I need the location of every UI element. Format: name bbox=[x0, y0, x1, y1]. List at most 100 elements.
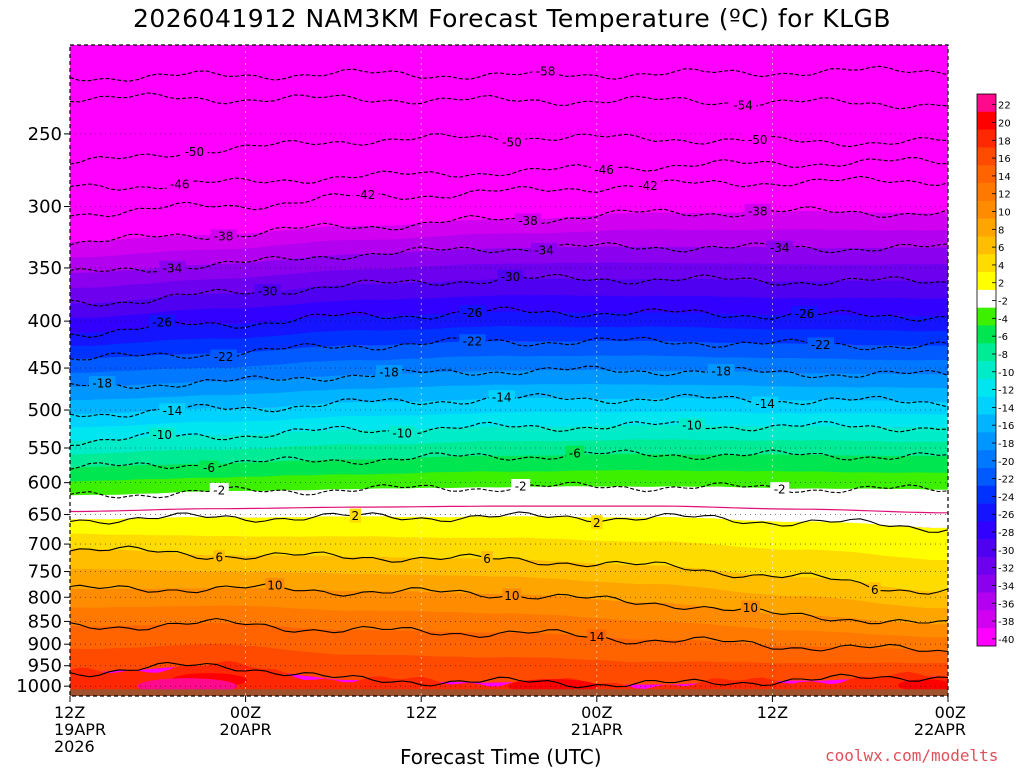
colorbar-cell bbox=[977, 111, 996, 130]
colorbar-tick-label: -18 bbox=[998, 439, 1014, 450]
contour-label-bg bbox=[459, 305, 486, 320]
colorbar-tick-label: -24 bbox=[998, 492, 1014, 503]
contour-label-bg bbox=[166, 176, 193, 191]
plot-frame bbox=[69, 44, 949, 697]
contour-label-bg bbox=[498, 134, 526, 149]
colorbar-cell bbox=[977, 432, 996, 451]
contour-label-bg bbox=[148, 427, 176, 442]
contour-label: -46 bbox=[594, 163, 614, 177]
y-tick-label: 650 bbox=[28, 505, 62, 526]
colorbar-tick-label: 8 bbox=[998, 225, 1004, 236]
contour-label-bg bbox=[209, 482, 229, 497]
contour-label-bg bbox=[210, 349, 237, 364]
x-tick-label: 12Z bbox=[54, 703, 85, 722]
x-tick-label: 12Z bbox=[757, 703, 788, 722]
colorbar-tick-label: 20 bbox=[998, 118, 1011, 129]
colorbar-tick-label: 16 bbox=[998, 154, 1011, 165]
colorbar-cell bbox=[977, 200, 996, 219]
contour-label: 2 bbox=[352, 509, 360, 523]
colorbar-cell bbox=[977, 592, 996, 611]
contour-label-bg bbox=[254, 284, 281, 299]
contour-label-bg bbox=[634, 178, 662, 193]
colorbar-cell bbox=[977, 610, 996, 629]
contour-label-bg bbox=[497, 269, 524, 284]
contour-line bbox=[70, 157, 948, 191]
contour-line bbox=[70, 661, 948, 689]
contour-label: -42 bbox=[356, 188, 376, 202]
contour-label: -22 bbox=[214, 350, 234, 364]
chart-title: 2026041912 NAM3KM Forecast Temperature (… bbox=[132, 4, 892, 33]
colorbar-tick-label: 10 bbox=[998, 208, 1011, 219]
contour-label-bg bbox=[530, 243, 558, 258]
contour-label: 10 bbox=[743, 601, 758, 615]
y-tick-label: 550 bbox=[28, 438, 62, 459]
contour-label: -34 bbox=[770, 241, 790, 255]
x-tick-label: 12Z bbox=[406, 703, 437, 722]
contour-label: -38 bbox=[214, 230, 234, 244]
colorbar-tick-label: 2 bbox=[998, 279, 1004, 290]
y-tick-label: 400 bbox=[28, 311, 62, 332]
colorbar-cell bbox=[977, 165, 996, 184]
contour-label: 10 bbox=[504, 589, 519, 603]
colorbar-cell bbox=[977, 183, 996, 202]
contour-line bbox=[70, 242, 948, 273]
contour-line bbox=[70, 481, 948, 499]
colorbar-cell bbox=[977, 307, 996, 326]
contour-label-bg bbox=[791, 306, 818, 321]
contour-label: -50 bbox=[502, 135, 522, 149]
colorbar-tick-label: 14 bbox=[998, 172, 1011, 183]
contour-label-bg bbox=[740, 600, 760, 615]
colorbar-tick-label: -28 bbox=[998, 528, 1014, 539]
contour-label: -46 bbox=[170, 177, 190, 191]
colorbar-tick-label: 18 bbox=[998, 136, 1011, 147]
colorbar-cell bbox=[977, 539, 996, 558]
contour-label-bg bbox=[388, 425, 416, 440]
fill-band bbox=[70, 118, 948, 164]
contour-label: -18 bbox=[711, 364, 731, 378]
contour-label-bg bbox=[88, 376, 116, 391]
y-tick-label: 850 bbox=[28, 611, 62, 632]
contour-label-bg bbox=[213, 550, 226, 565]
colorbar-tick-label: 22 bbox=[998, 101, 1011, 112]
contour-label: -14 bbox=[492, 391, 512, 405]
colorbar-tick-label: -26 bbox=[998, 510, 1014, 521]
y-tick-label: 600 bbox=[28, 473, 62, 494]
contour-label-bg bbox=[707, 363, 735, 378]
x-tick-label: 00Z bbox=[230, 703, 261, 722]
contour-label: -34 bbox=[534, 244, 554, 258]
colorbar-tick-label: -16 bbox=[998, 421, 1014, 432]
freezing-line bbox=[70, 505, 948, 514]
contour-line bbox=[70, 336, 948, 361]
contour-label: -10 bbox=[152, 428, 172, 442]
contour-label: -18 bbox=[92, 377, 112, 391]
y-tick-label: 1000 bbox=[16, 676, 62, 697]
contour-label-bg bbox=[770, 482, 790, 497]
contour-label-bg bbox=[514, 213, 542, 228]
contour-label-bg bbox=[210, 229, 237, 244]
contour-label-bg bbox=[678, 418, 706, 433]
colorbar-cell bbox=[977, 467, 996, 487]
colorbar-tick-label: -10 bbox=[998, 368, 1014, 379]
contour-label: -6 bbox=[569, 446, 581, 460]
contour-label-bg bbox=[591, 515, 603, 530]
colorbar-tick-label: -38 bbox=[998, 617, 1014, 628]
contour-line bbox=[70, 365, 948, 389]
colorbar-cell bbox=[977, 272, 996, 291]
contour-label-bg bbox=[751, 396, 779, 411]
contour-label: -14 bbox=[163, 404, 183, 418]
contour-label: -2 bbox=[213, 483, 225, 497]
colorbar-tick-label: -4 bbox=[998, 314, 1008, 325]
contour-label-bg bbox=[744, 132, 772, 147]
contour-label: -26 bbox=[463, 306, 483, 320]
contour-label-bg bbox=[587, 629, 607, 644]
contour-label-bg bbox=[766, 240, 793, 255]
contour-label-bg bbox=[565, 445, 585, 460]
colorbar-tick-label: -2 bbox=[998, 297, 1008, 308]
contour-label-bg bbox=[199, 460, 219, 475]
contour-label-bg bbox=[481, 551, 493, 566]
contour-label: 6 bbox=[215, 551, 223, 565]
contour-label: -30 bbox=[258, 285, 278, 299]
x-tick-label: 00Z bbox=[581, 703, 612, 722]
